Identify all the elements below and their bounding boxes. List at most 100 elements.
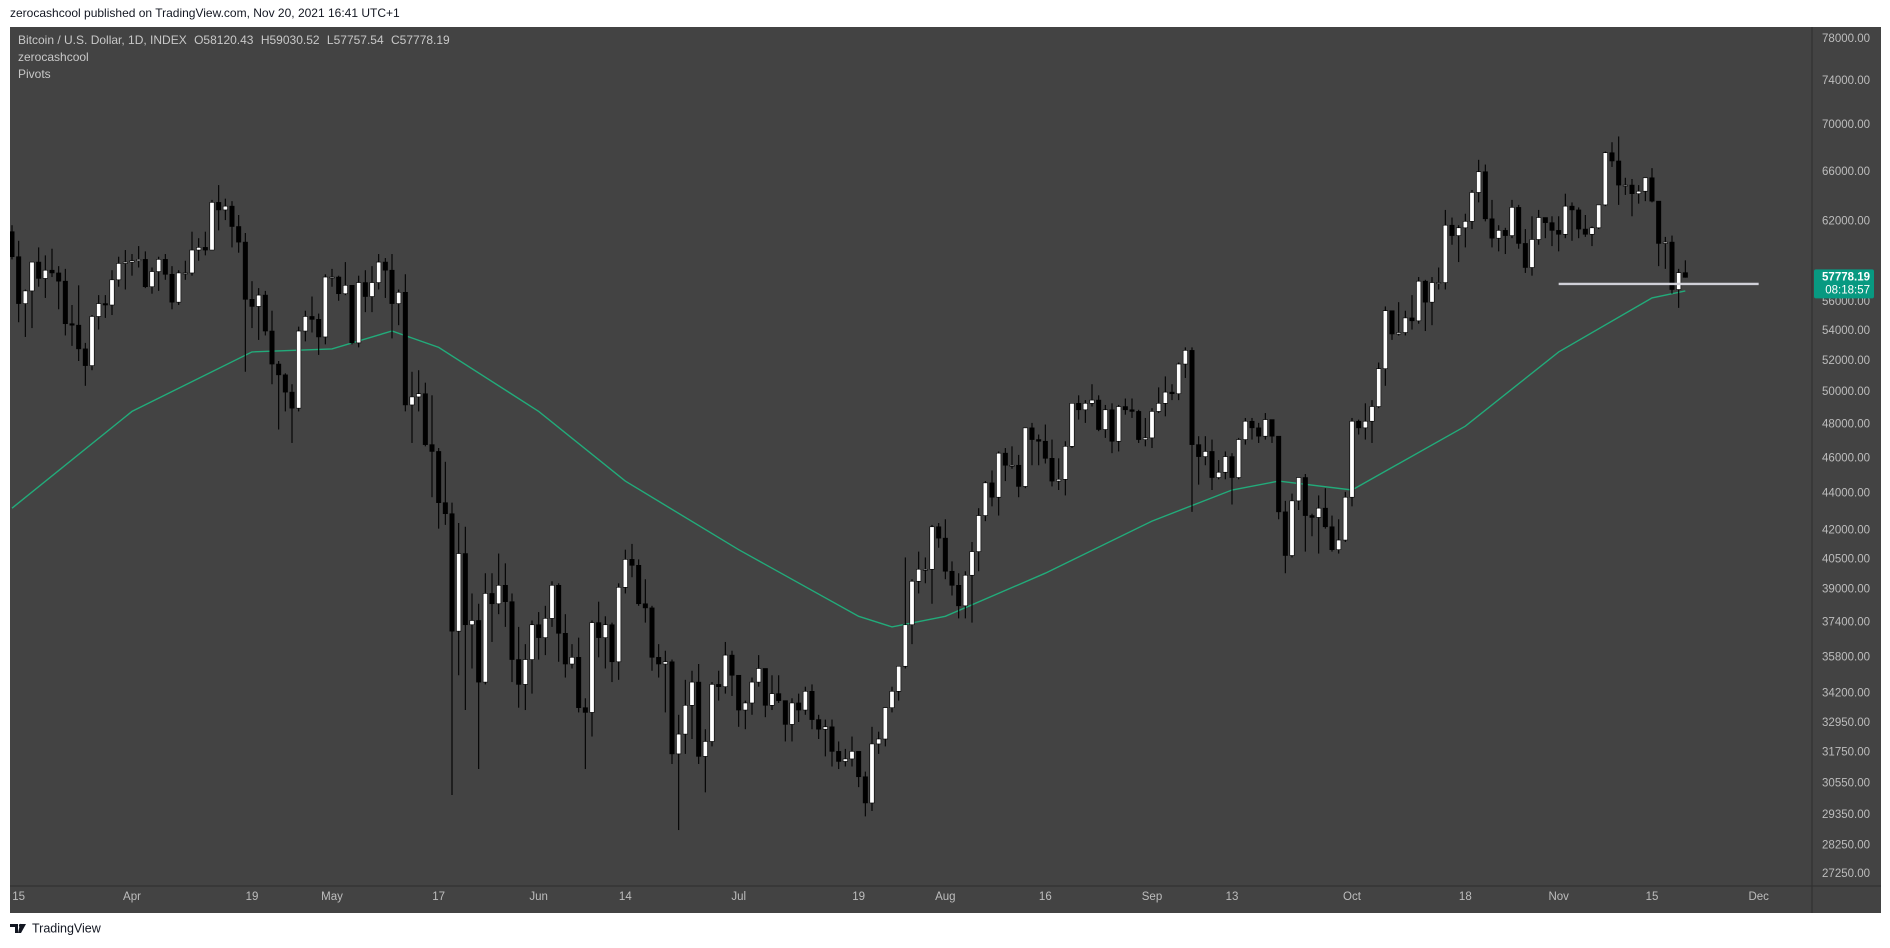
candle-body-up	[1149, 411, 1155, 439]
candle-body-down	[1516, 207, 1522, 244]
candle-body-down	[1329, 526, 1335, 550]
candle-body-up	[869, 743, 875, 804]
candle-body-up	[1082, 403, 1088, 411]
candle-body-up	[1056, 479, 1062, 482]
y-tick-label: 44000.00	[1822, 488, 1870, 500]
candle-body-down	[816, 719, 822, 730]
x-tick-label: May	[321, 891, 343, 903]
x-tick-label: 18	[1459, 891, 1472, 903]
candle-body-down	[1482, 171, 1488, 220]
candle-body-up	[1102, 409, 1108, 430]
y-tick-label: 66000.00	[1822, 166, 1870, 178]
candle-body-down	[1542, 217, 1548, 223]
candle-body-down	[829, 726, 835, 752]
last-price-label: 57778.19	[1822, 271, 1870, 283]
symbol-legend: Bitcoin / U.S. Dollar, 1D, INDEX O58120.…	[18, 33, 450, 47]
candle-body-down	[556, 585, 562, 634]
last-price-box	[1814, 269, 1874, 299]
candle-body-up	[222, 205, 228, 211]
candle-body-down	[429, 444, 435, 452]
candle-body-up	[929, 526, 935, 570]
candle-body-up	[129, 260, 135, 263]
candle-body-up	[1376, 368, 1382, 407]
candle-body-down	[436, 451, 442, 503]
candle-body-down	[309, 316, 315, 320]
candle-body-up	[1142, 437, 1148, 440]
candle-body-down	[782, 700, 788, 725]
candle-body-up	[849, 751, 855, 760]
candle-body-up	[1462, 221, 1468, 229]
candle-body-up	[1062, 446, 1068, 480]
candle-body-down	[729, 654, 735, 676]
candle-body-down	[216, 202, 222, 211]
candle-body-down	[269, 330, 275, 365]
x-tick-label: 19	[852, 891, 865, 903]
low-key: L	[327, 33, 334, 47]
candle-body-up	[542, 618, 548, 638]
candle-body-down	[1582, 228, 1588, 235]
candle-body-up	[482, 593, 488, 683]
y-tick-label: 42000.00	[1822, 525, 1870, 537]
y-tick-label: 54000.00	[1822, 325, 1870, 337]
candle-body-down	[489, 593, 495, 605]
footer-logo	[10, 923, 26, 933]
candle-body-up	[1429, 282, 1435, 303]
candle-body-up	[1636, 190, 1642, 194]
candle-body-down	[316, 319, 322, 338]
candle-body-down	[10, 231, 15, 258]
candle-body-up	[1496, 230, 1502, 239]
candle-body-up	[1562, 205, 1568, 235]
candle-body-up	[456, 553, 462, 632]
candle-body-up	[469, 620, 475, 626]
high-key: H	[261, 33, 270, 47]
x-tick-label: Sep	[1142, 891, 1162, 903]
candle-body-up	[109, 279, 115, 306]
candle-body-up	[876, 738, 882, 745]
candle-body-down	[1656, 200, 1662, 244]
x-tick-label: 15	[1646, 891, 1659, 903]
candle-body-down	[716, 684, 722, 687]
candle-body-up	[896, 665, 902, 692]
candle-body-up	[922, 568, 928, 571]
candle-body-down	[69, 323, 75, 326]
candle-body-down	[169, 274, 175, 303]
candle-body-up	[662, 661, 668, 665]
candle-body-up	[676, 733, 682, 755]
candle-body-down	[1002, 452, 1008, 466]
candle-body-down	[989, 482, 995, 498]
candle-body-up	[549, 585, 555, 619]
candle-body-down	[62, 280, 68, 325]
candle-body-up	[1216, 471, 1222, 478]
candle-body-down	[1136, 411, 1142, 440]
candle-body-up	[1182, 350, 1188, 365]
candle-body-up	[416, 393, 422, 398]
candle-body-up	[1436, 282, 1442, 284]
x-tick-label: Apr	[123, 891, 141, 903]
candle-body-up	[916, 568, 922, 582]
candle-body-up	[296, 330, 302, 409]
candle-body-down	[462, 553, 468, 626]
candle-body-down	[1409, 317, 1415, 322]
candle-body-up	[909, 580, 915, 626]
candle-body-down	[202, 247, 208, 251]
candle-body-down	[502, 585, 508, 602]
candle-body-up	[356, 282, 362, 344]
candle-body-up	[1176, 363, 1182, 395]
candle-body-down	[236, 226, 242, 243]
candle-body-down	[1229, 456, 1235, 478]
candle-body-up	[769, 693, 775, 706]
y-tick-label: 28250.00	[1822, 839, 1870, 851]
footer-brand: TradingView	[32, 921, 102, 935]
x-tick-label: Jun	[529, 891, 548, 903]
candle-body-down	[476, 620, 482, 683]
candle-body-up	[1596, 204, 1602, 229]
candle-body-up	[689, 681, 695, 706]
x-tick-label: 15	[12, 891, 25, 903]
candle-body-up	[1622, 184, 1628, 187]
candle-body-down	[1322, 507, 1328, 528]
candle-body-up	[96, 303, 102, 317]
candle-body-down	[776, 693, 782, 701]
candle-body-down	[509, 601, 515, 660]
candle-body-up	[1396, 332, 1402, 335]
